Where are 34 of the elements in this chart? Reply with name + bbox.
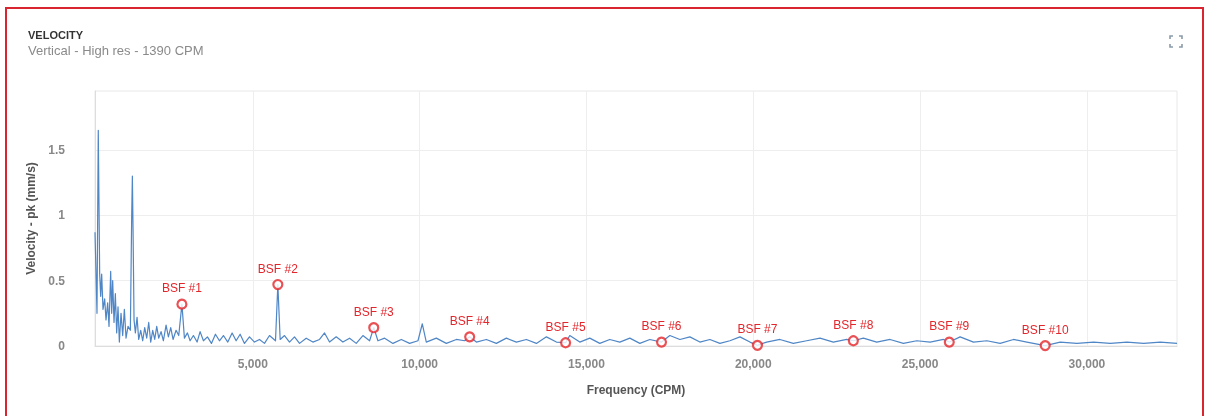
y-tick-label: 0 [58, 339, 66, 353]
y-tick-label: 1.5 [48, 142, 66, 157]
x-axis-title: Frequency (CPM) [586, 383, 686, 397]
y-tick-label: 0.5 [48, 273, 66, 288]
x-tick-label: 15,000 [568, 357, 606, 371]
point [847, 335, 859, 347]
annotation: BSF #2 [257, 261, 299, 276]
annotation: BSF #1 [161, 281, 203, 296]
x-tick-label: 30,000 [1068, 357, 1106, 371]
annotation: BSF #3 [353, 304, 395, 319]
x-tick-label: 20,000 [734, 357, 772, 371]
point [655, 336, 668, 348]
point [560, 337, 572, 349]
chart-title: VELOCITY [28, 28, 84, 41]
point [751, 339, 764, 351]
point [464, 331, 476, 343]
point [943, 336, 955, 348]
annotation: BSF #7 [737, 322, 778, 337]
annotation: BSF #5 [545, 319, 586, 334]
point [272, 278, 284, 291]
x-tick-label: 5,000 [237, 357, 269, 371]
point [1039, 340, 1051, 352]
annotation: BSF #9 [929, 319, 970, 334]
chart-subtitle: Vertical - High res - 1390 CPM [28, 43, 204, 58]
point [368, 322, 380, 334]
y-tick-label: 1 [58, 208, 66, 223]
y-axis-title: Velocity - pk (mm/s) [24, 162, 39, 275]
annotation: BSF #8 [833, 317, 874, 332]
x-tick-label: 25,000 [901, 357, 939, 371]
point [176, 298, 188, 310]
x-tick-label: 10,000 [401, 357, 439, 371]
annotation: BSF #10 [1021, 322, 1069, 337]
annotation: BSF #4 [449, 313, 491, 328]
annotation: BSF #6 [641, 319, 682, 334]
